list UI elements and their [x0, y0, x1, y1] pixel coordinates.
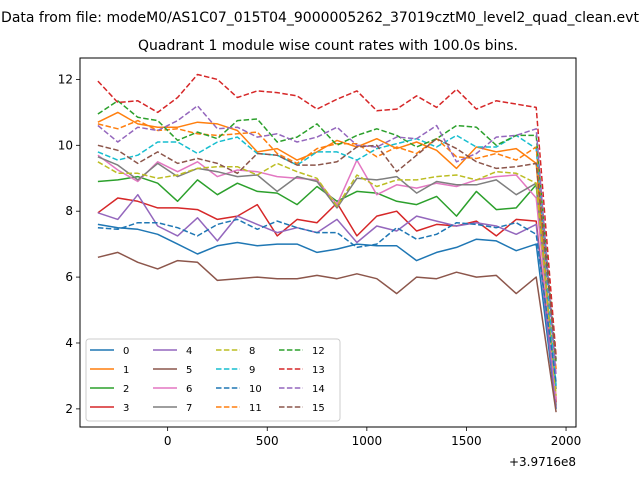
legend-box	[85, 338, 341, 422]
y-tick-label: 4	[65, 336, 73, 350]
series-line-9	[97, 134, 557, 386]
series-line-5	[97, 251, 557, 413]
y-tick-label: 2	[65, 402, 73, 416]
y-tick-label: 10	[58, 138, 73, 152]
y-tick-label: 6	[65, 270, 73, 284]
x-tick-label: 0	[164, 434, 172, 448]
y-tick-label: 8	[65, 204, 73, 218]
series-line-14	[97, 105, 557, 376]
x-offset-label: +3.9716e8	[509, 455, 576, 469]
x-axis: 0 500 1000 1500 2000	[164, 427, 581, 448]
legend-label-5: 5	[186, 365, 192, 376]
legend-label-1: 1	[123, 365, 129, 376]
legend-label-14: 14	[312, 384, 325, 395]
series-line-13	[97, 73, 557, 357]
legend-label-7: 7	[186, 403, 192, 414]
x-tick-label: 1000	[352, 434, 383, 448]
legend-label-11: 11	[249, 403, 262, 414]
legend-label-9: 9	[249, 365, 255, 376]
legend-label-8: 8	[249, 346, 255, 357]
x-tick-label: 500	[256, 434, 279, 448]
legend-label-10: 10	[249, 384, 262, 395]
legend-label-4: 4	[186, 346, 192, 357]
series-line-0	[97, 223, 557, 409]
legend-label-13: 13	[312, 365, 325, 376]
series-layer	[97, 73, 557, 413]
series-line-8	[97, 161, 557, 396]
y-axis: 2 4 6 8 10 12	[58, 72, 80, 416]
series-line-12	[97, 100, 557, 363]
series-line-7	[97, 156, 557, 390]
x-tick-label: 2000	[551, 434, 582, 448]
figure-suptitle: Data from file: modeM0/AS1C07_015T04_900…	[1, 10, 639, 26]
legend-label-2: 2	[123, 384, 129, 395]
legend-label-6: 6	[186, 384, 192, 395]
series-line-15	[97, 137, 557, 360]
series-line-10	[97, 218, 557, 383]
legend-label-0: 0	[123, 346, 129, 357]
y-tick-label: 12	[58, 72, 73, 86]
legend-label-15: 15	[312, 403, 325, 414]
legend-label-12: 12	[312, 346, 325, 357]
series-line-4	[97, 193, 557, 408]
plot-frame	[79, 57, 577, 428]
series-line-1	[97, 111, 557, 400]
axes-title: Quadrant 1 module wise count rates with …	[138, 38, 518, 54]
x-tick-label: 1500	[451, 434, 482, 448]
series-line-11	[97, 119, 557, 370]
legend-label-3: 3	[123, 403, 129, 414]
